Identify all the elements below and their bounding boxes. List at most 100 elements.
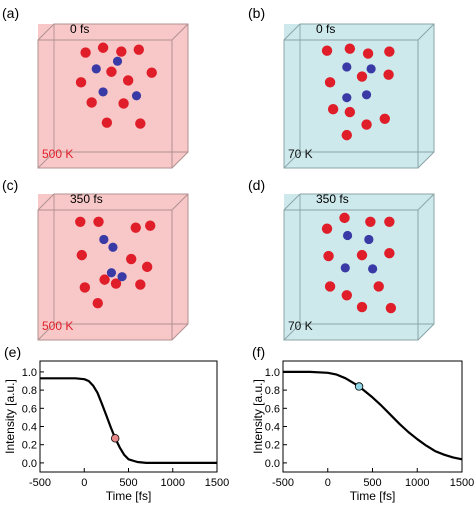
panel-b: (b) 0 fs 70 K [248,5,435,169]
blue-atom [361,90,372,100]
red-atom [110,278,122,289]
panel-time: 350 fs [70,192,103,206]
x-tick-label: -500 [29,477,51,489]
y-tick-label: 1.0 [22,367,37,379]
y-axis-label: Intensity [a.u.] [251,379,265,454]
red-atom [118,98,129,109]
y-tick-label: 0.8 [265,385,280,397]
panel-temperature: 70 K [288,319,313,333]
red-atom [97,42,109,53]
red-atom [384,247,395,259]
blue-atom [342,93,352,103]
panel-label: (a) [2,5,19,21]
red-atom [362,48,374,59]
panel-a: (a) 0 fs 500 K [2,5,189,169]
blue-atom [364,234,374,245]
atom-cluster [75,42,157,129]
red-atom [321,45,333,56]
plot-e: -500 0 500 1000 1500 0.0 0.2 0.4 0.6 0.8 1.0(e) Tim… [3,344,229,503]
red-atom [92,297,103,309]
panel-label: (d) [248,177,265,193]
red-atom [146,67,157,78]
red-atom [133,44,144,55]
blue-atom [131,91,142,101]
red-atom [79,282,91,293]
x-tick-label: 0 [325,477,331,489]
blue-atom [117,272,127,282]
y-tick-label: 0.4 [265,422,280,434]
y-tick-label: 0.0 [265,458,280,470]
red-atom [373,281,384,292]
red-atom [344,43,356,54]
panel-temperature: 500 K [42,319,73,333]
red-atom [86,97,97,108]
box-back-edge [283,151,301,169]
red-atom [339,212,350,224]
box-back-edge [37,323,55,341]
y-tick-label: 0.2 [22,440,37,452]
red-atom [356,249,368,261]
blue-atom [108,242,118,252]
blue-atom [342,230,353,241]
blue-atom [106,268,117,278]
red-atom [80,47,91,58]
box-top-edge [171,23,189,41]
red-atom [324,77,336,88]
x-axis-label: Time [fs] [106,489,152,503]
intensity-curve [40,377,217,464]
blue-atom [98,87,108,97]
time-marker [111,434,120,443]
panel-time: 350 fs [316,192,349,206]
red-atom [361,119,372,130]
x-tick-label: 1000 [161,477,185,489]
red-atom [93,216,104,227]
y-tick-label: 0.4 [22,422,37,434]
panel-time: 0 fs [70,22,89,36]
box-front-face [283,209,419,341]
red-atom [379,113,390,125]
panel-c: (c) 350 fs 500 K [2,177,189,341]
atom-cluster [321,43,395,141]
red-atom [384,46,395,57]
red-atom [341,129,352,141]
red-atom [356,301,368,313]
y-tick-label: 0.2 [265,440,280,452]
box-front-face [37,209,173,341]
red-atom [101,117,113,128]
red-atom [75,216,86,227]
red-atom [106,66,117,77]
red-atom [323,250,334,262]
red-atom [321,223,333,234]
structure-panels: (a) 0 fs 500 K (b) 0 fs 70 K (c) 350 fs 500 K (d)… [2,5,435,341]
plot-label: (e) [4,344,21,360]
panel-label: (c) [2,177,18,193]
x-tick-label: 1000 [405,477,429,489]
panel-label: (b) [248,5,265,21]
box-front-face [283,39,419,169]
red-atom [130,222,141,233]
y-axis-label: Intensity [a.u.] [3,379,17,454]
atom-cluster [321,212,397,314]
plot-f: -500 0 500 1000 1500 0.0 0.2 0.4 0.6 0.8 1.0(f) Tim… [251,344,474,503]
box-volume [284,24,434,168]
y-tick-label: 0.6 [265,403,280,415]
x-tick-label: 500 [363,477,381,489]
red-atom [356,71,368,82]
red-atom [116,46,127,57]
red-atom [384,216,395,227]
x-tick-label: 1500 [205,477,229,489]
intensity-plots: -500 0 500 1000 1500 0.0 0.2 0.4 0.6 0.8 1.0(e) Tim… [3,344,474,503]
x-tick-label: 500 [119,477,137,489]
red-atom [135,279,146,290]
red-atom [76,249,88,261]
blue-atom [99,234,109,245]
box-top-edge [417,193,435,211]
time-marker [354,382,364,391]
panel-temperature: 500 K [42,147,73,161]
panel-temperature: 70 K [288,147,313,161]
y-tick-label: 0.6 [22,403,37,415]
y-tick-label: 0.0 [22,458,37,470]
red-atom [145,220,156,231]
red-atom [327,104,339,115]
box-top-edge [171,193,189,211]
